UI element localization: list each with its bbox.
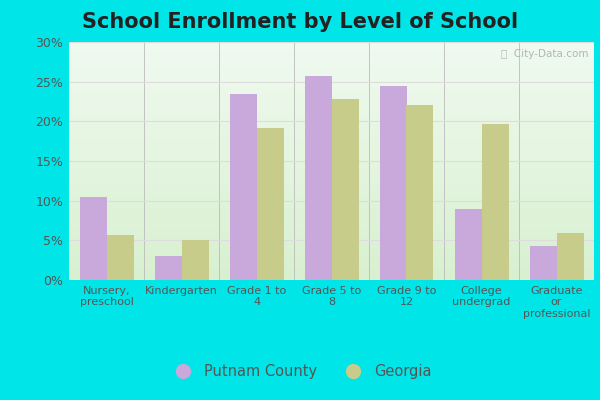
Bar — [380, 86, 407, 280]
Legend: Putnam County, Georgia: Putnam County, Georgia — [163, 358, 437, 385]
Bar — [257, 128, 284, 280]
Bar — [331, 99, 359, 280]
Bar — [305, 76, 331, 280]
Bar — [557, 233, 583, 280]
Text: ⓘ  City-Data.com: ⓘ City-Data.com — [501, 49, 589, 59]
Bar — [79, 197, 107, 280]
Bar — [482, 124, 509, 280]
Bar — [455, 209, 482, 280]
Bar — [229, 94, 257, 280]
Bar — [407, 105, 433, 280]
Bar — [530, 246, 557, 280]
Bar — [182, 240, 209, 280]
Bar — [107, 235, 133, 280]
Text: School Enrollment by Level of School: School Enrollment by Level of School — [82, 12, 518, 32]
Bar — [155, 256, 182, 280]
